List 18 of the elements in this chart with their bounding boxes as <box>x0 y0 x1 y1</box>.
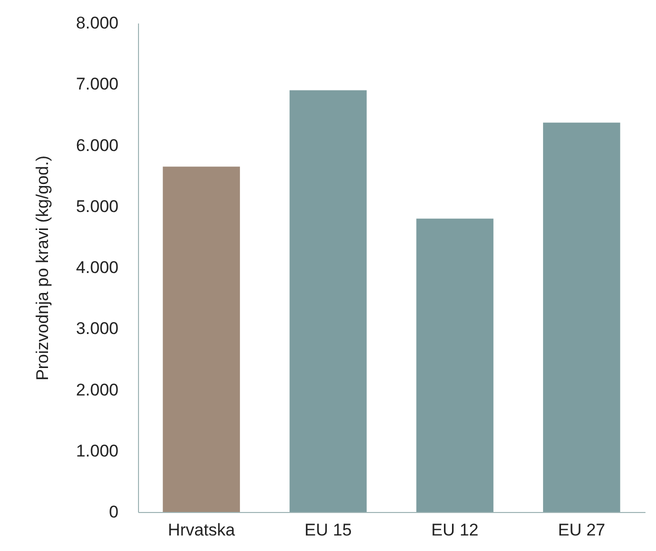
bar <box>162 166 240 512</box>
x-tick-label: EU 27 <box>558 520 606 540</box>
x-tick-label: EU 15 <box>304 520 352 540</box>
y-tick-label: 0 <box>109 502 118 522</box>
bar <box>416 218 494 512</box>
x-tick-label: EU 12 <box>431 520 478 540</box>
y-tick-label: 3.000 <box>76 319 118 338</box>
x-tick-label: Hrvatska <box>168 520 236 540</box>
bar <box>290 90 367 512</box>
y-tick-label: 6.000 <box>76 136 118 155</box>
y-tick-label: 2.000 <box>76 380 118 400</box>
y-tick-label: 7.000 <box>76 74 118 94</box>
y-tick-label: 8.000 <box>76 14 118 32</box>
y-tick-label: 1.000 <box>76 441 118 460</box>
y-tick-label: 5.000 <box>76 196 118 216</box>
bar <box>543 122 620 512</box>
y-tick-label: 4.000 <box>76 258 118 277</box>
y-axis-title: Proizvodnja po kravi (kg/god.) <box>32 156 52 380</box>
